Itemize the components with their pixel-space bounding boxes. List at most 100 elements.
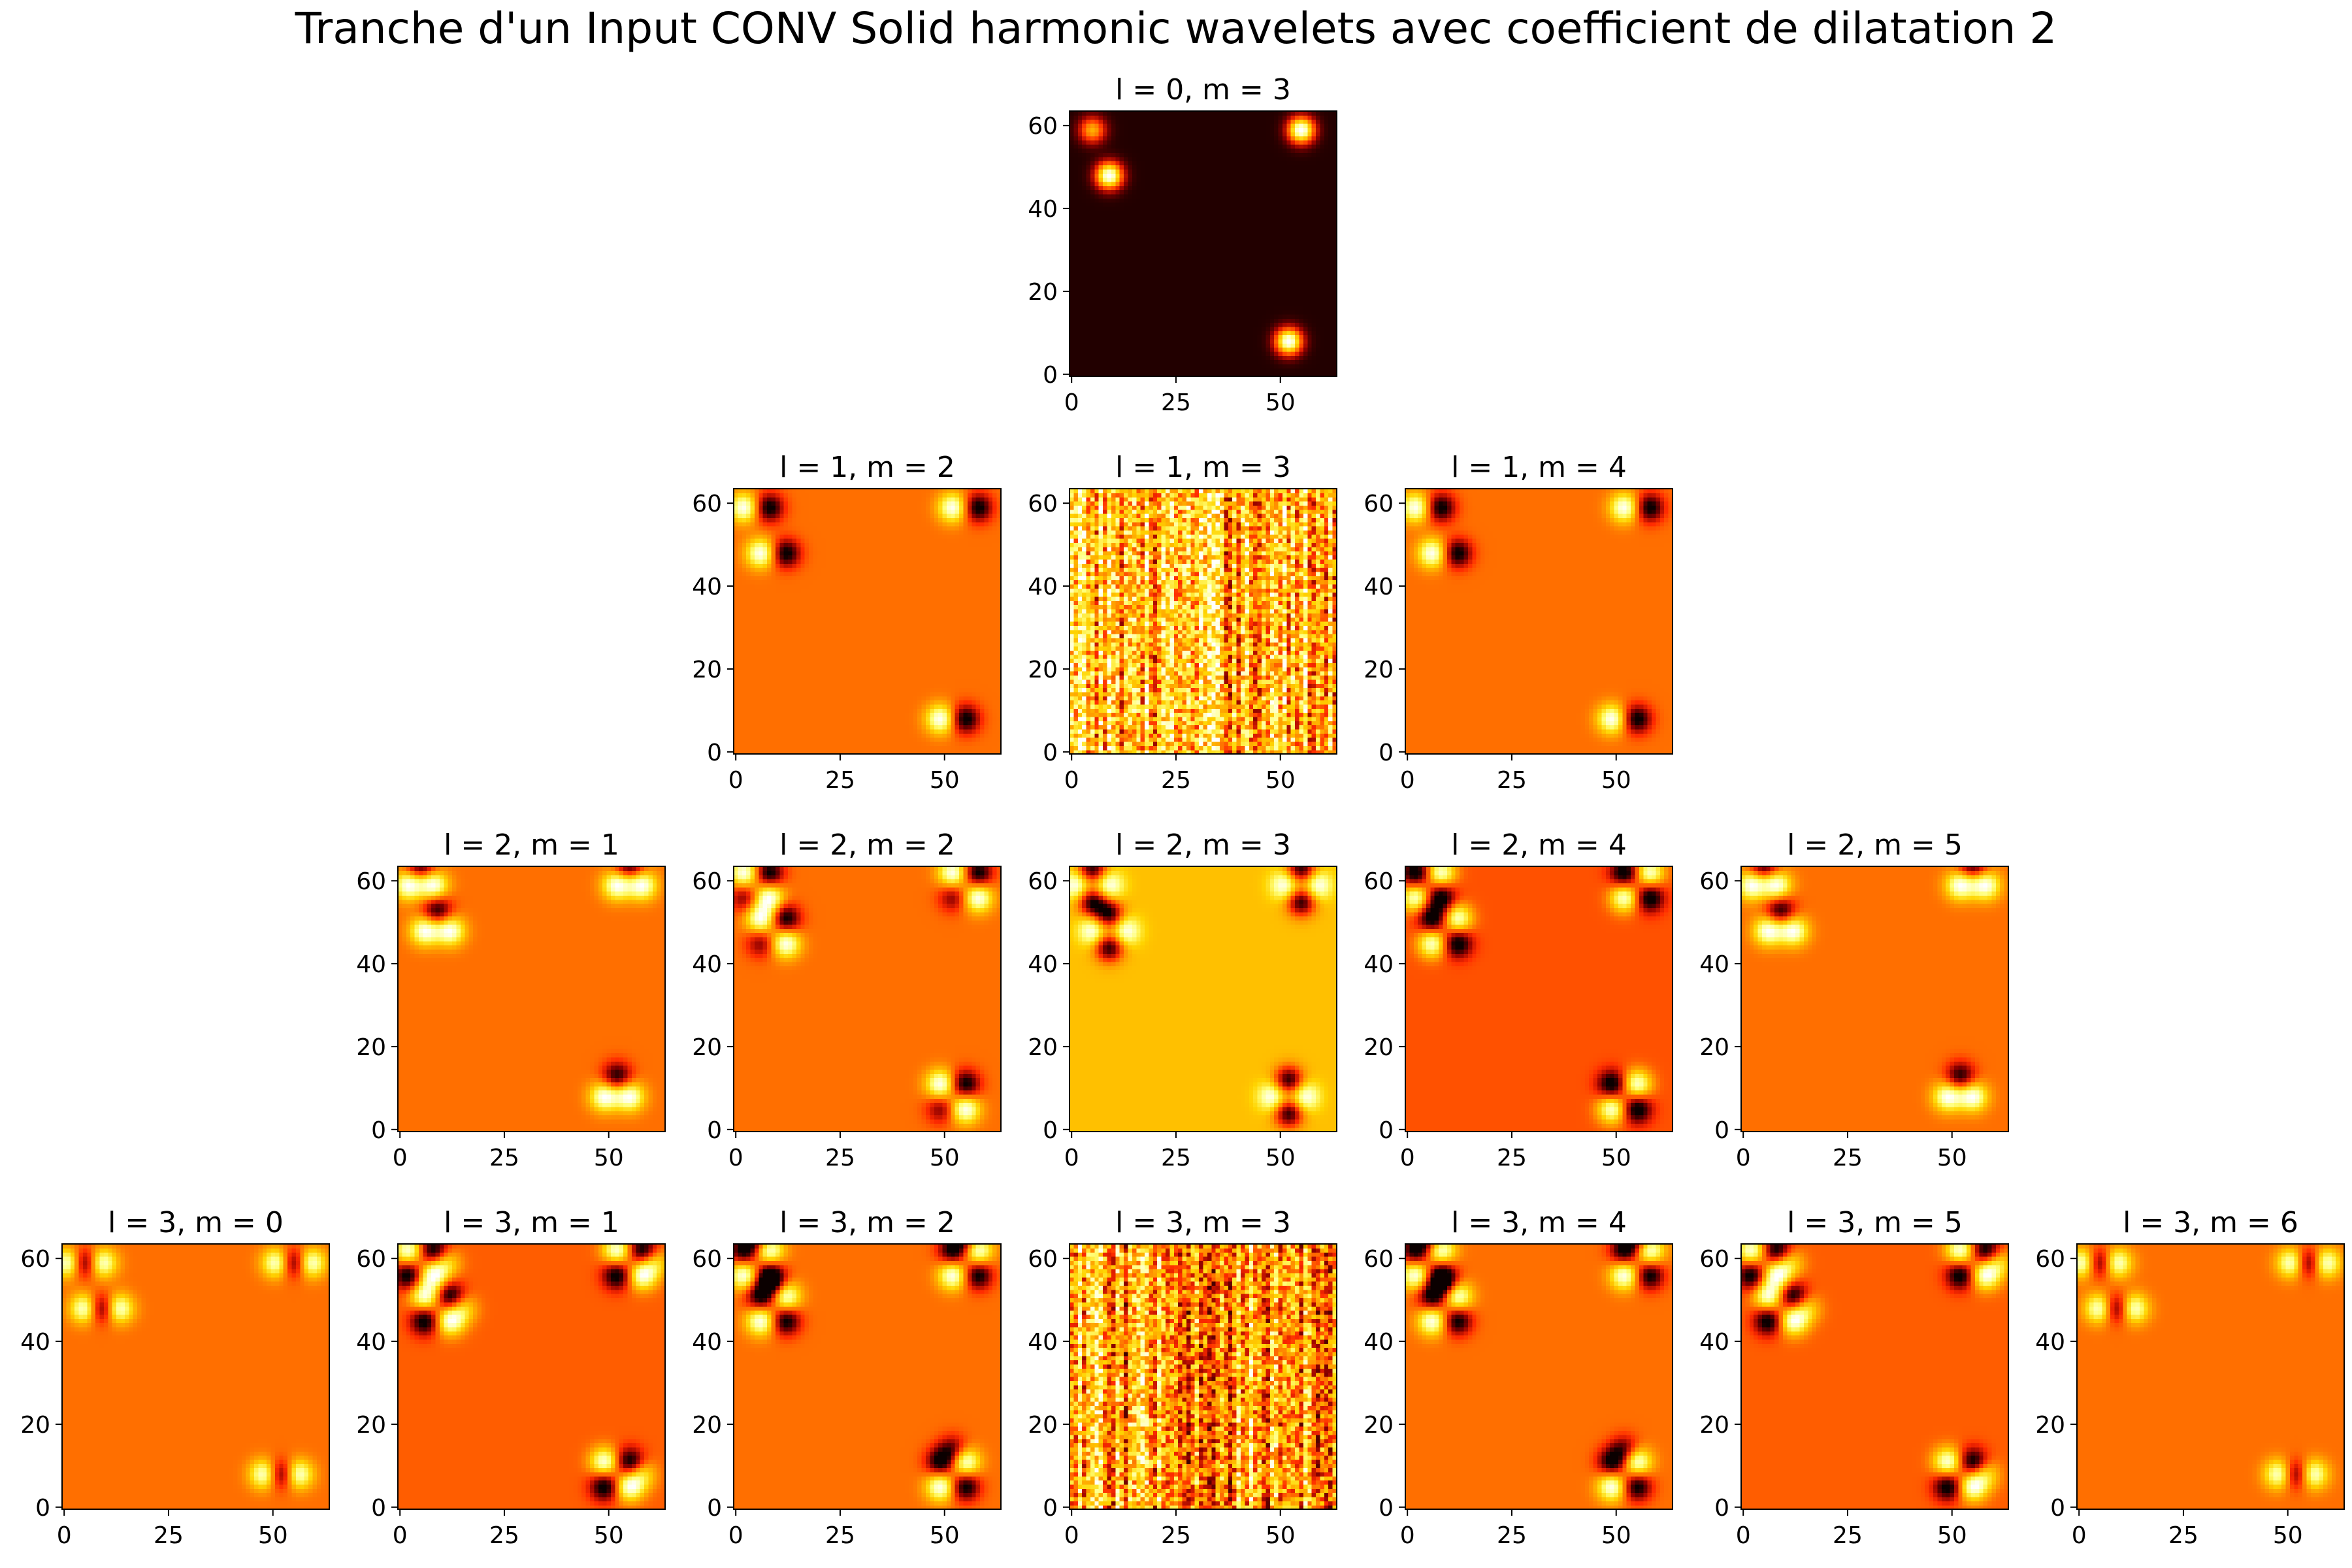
heatmap-cell	[1211, 339, 1216, 344]
heatmap-cell	[1303, 272, 1308, 277]
heatmap-cell	[1270, 256, 1275, 261]
heatmap-cell	[1279, 281, 1283, 286]
heatmap-cell	[1141, 343, 1145, 348]
heatmap-cell	[1199, 318, 1203, 323]
heatmap-cell	[1086, 310, 1091, 315]
heatmap-cell	[1120, 281, 1124, 286]
heatmap-cell	[1149, 293, 1153, 298]
heatmap-cell	[1211, 360, 1216, 365]
heatmap-cell	[1183, 297, 1187, 302]
heatmap-cell	[1237, 256, 1241, 261]
heatmap-cell	[1120, 343, 1124, 348]
heatmap-cell	[1207, 289, 1212, 294]
heatmap-cell	[1211, 343, 1216, 348]
heatmap-cell	[1286, 314, 1291, 319]
heatmap-cell	[1207, 285, 1212, 289]
heatmap-cell	[1249, 314, 1254, 319]
heatmap-cell	[1216, 302, 1220, 306]
heatmap-cell	[1103, 269, 1107, 273]
heatmap-cell	[1141, 252, 1145, 257]
heatmap-cell	[1224, 244, 1228, 248]
heatmap-cell	[1078, 331, 1083, 335]
heatmap-cell	[1199, 269, 1203, 273]
heatmap-cell	[1199, 351, 1203, 356]
heatmap-cell	[1145, 293, 1149, 298]
heatmap-cell	[1203, 355, 1208, 360]
heatmap-cell	[1237, 289, 1241, 294]
heatmap-cell	[1136, 331, 1141, 335]
heatmap-cell	[1312, 343, 1316, 348]
heatmap-cell	[1253, 348, 1258, 352]
heatmap-cell	[1237, 277, 1241, 282]
heatmap-cell	[1228, 297, 1233, 302]
heatmap-cell	[1070, 289, 1074, 294]
heatmap-cell	[1312, 281, 1316, 286]
heatmap-cell	[1295, 285, 1299, 289]
heatmap-cell	[1094, 323, 1099, 327]
heatmap-cell	[1312, 339, 1316, 344]
heatmap-cell	[1162, 293, 1166, 298]
heatmap-cell	[1073, 252, 1078, 257]
heatmap-cell	[1178, 318, 1183, 323]
heatmap-cell	[1136, 306, 1141, 310]
heatmap-cell	[1190, 277, 1195, 282]
heatmap-cell	[1186, 297, 1191, 302]
heatmap-cell	[1199, 368, 1203, 372]
heatmap-cell	[1115, 360, 1120, 365]
heatmap-cell	[1073, 244, 1078, 248]
heatmap-cell	[1203, 240, 1208, 244]
heatmap-cell	[1245, 327, 1249, 331]
heatmap-cell	[1162, 306, 1166, 310]
heatmap-cell	[1132, 285, 1137, 289]
heatmap-cell	[1153, 297, 1158, 302]
heatmap-cell	[1211, 314, 1216, 319]
heatmap-cell	[1157, 272, 1162, 277]
heatmap-cell	[1070, 318, 1074, 323]
heatmap-cell	[1316, 310, 1320, 315]
heatmap-cell	[1303, 289, 1308, 294]
heatmap-cell	[1274, 348, 1279, 352]
heatmap-cell	[1249, 323, 1254, 327]
heatmap-cell	[1162, 297, 1166, 302]
heatmap-cell	[1128, 293, 1132, 298]
heatmap-cell	[1128, 368, 1132, 372]
heatmap-cell	[1245, 351, 1249, 356]
heatmap-cell	[1249, 331, 1254, 335]
heatmap-cell	[1328, 297, 1333, 302]
heatmap-cell	[1262, 339, 1266, 344]
heatmap-cell	[1145, 348, 1149, 352]
heatmap-cell	[1299, 265, 1303, 269]
heatmap-cell	[1253, 289, 1258, 294]
heatmap-cell	[1195, 293, 1200, 298]
heatmap-cell	[1228, 256, 1233, 261]
heatmap-cell	[1224, 285, 1228, 289]
heatmap-cell	[1220, 323, 1224, 327]
heatmap-cell	[1186, 289, 1191, 294]
heatmap-cell	[1094, 265, 1099, 269]
heatmap-cell	[1299, 327, 1303, 331]
heatmap-cell	[1258, 306, 1262, 310]
heatmap-cell	[1132, 364, 1137, 368]
heatmap-cell	[1211, 302, 1216, 306]
heatmap-cell	[1299, 252, 1303, 257]
heatmap-cell	[1295, 269, 1299, 273]
heatmap-cell	[1082, 293, 1086, 298]
heatmap-cell	[1216, 310, 1220, 315]
heatmap-cell	[1149, 318, 1153, 323]
heatmap-cell	[1070, 293, 1074, 298]
heatmap-cell	[1220, 318, 1224, 323]
heatmap-cell	[1136, 265, 1141, 269]
heatmap-cell	[1224, 355, 1228, 360]
heatmap-cell	[1224, 265, 1228, 269]
heatmap-cell	[1203, 327, 1208, 331]
heatmap-cell	[1203, 310, 1208, 315]
heatmap-cell	[1190, 314, 1195, 319]
heatmap-cell	[1086, 314, 1091, 319]
heatmap-cell	[1299, 297, 1303, 302]
heatmap-cell	[1266, 335, 1270, 340]
heatmap-cell	[1120, 335, 1124, 340]
heatmap-cell	[1286, 335, 1291, 340]
heatmap-cell	[1253, 368, 1258, 372]
heatmap-cell	[1207, 368, 1212, 372]
